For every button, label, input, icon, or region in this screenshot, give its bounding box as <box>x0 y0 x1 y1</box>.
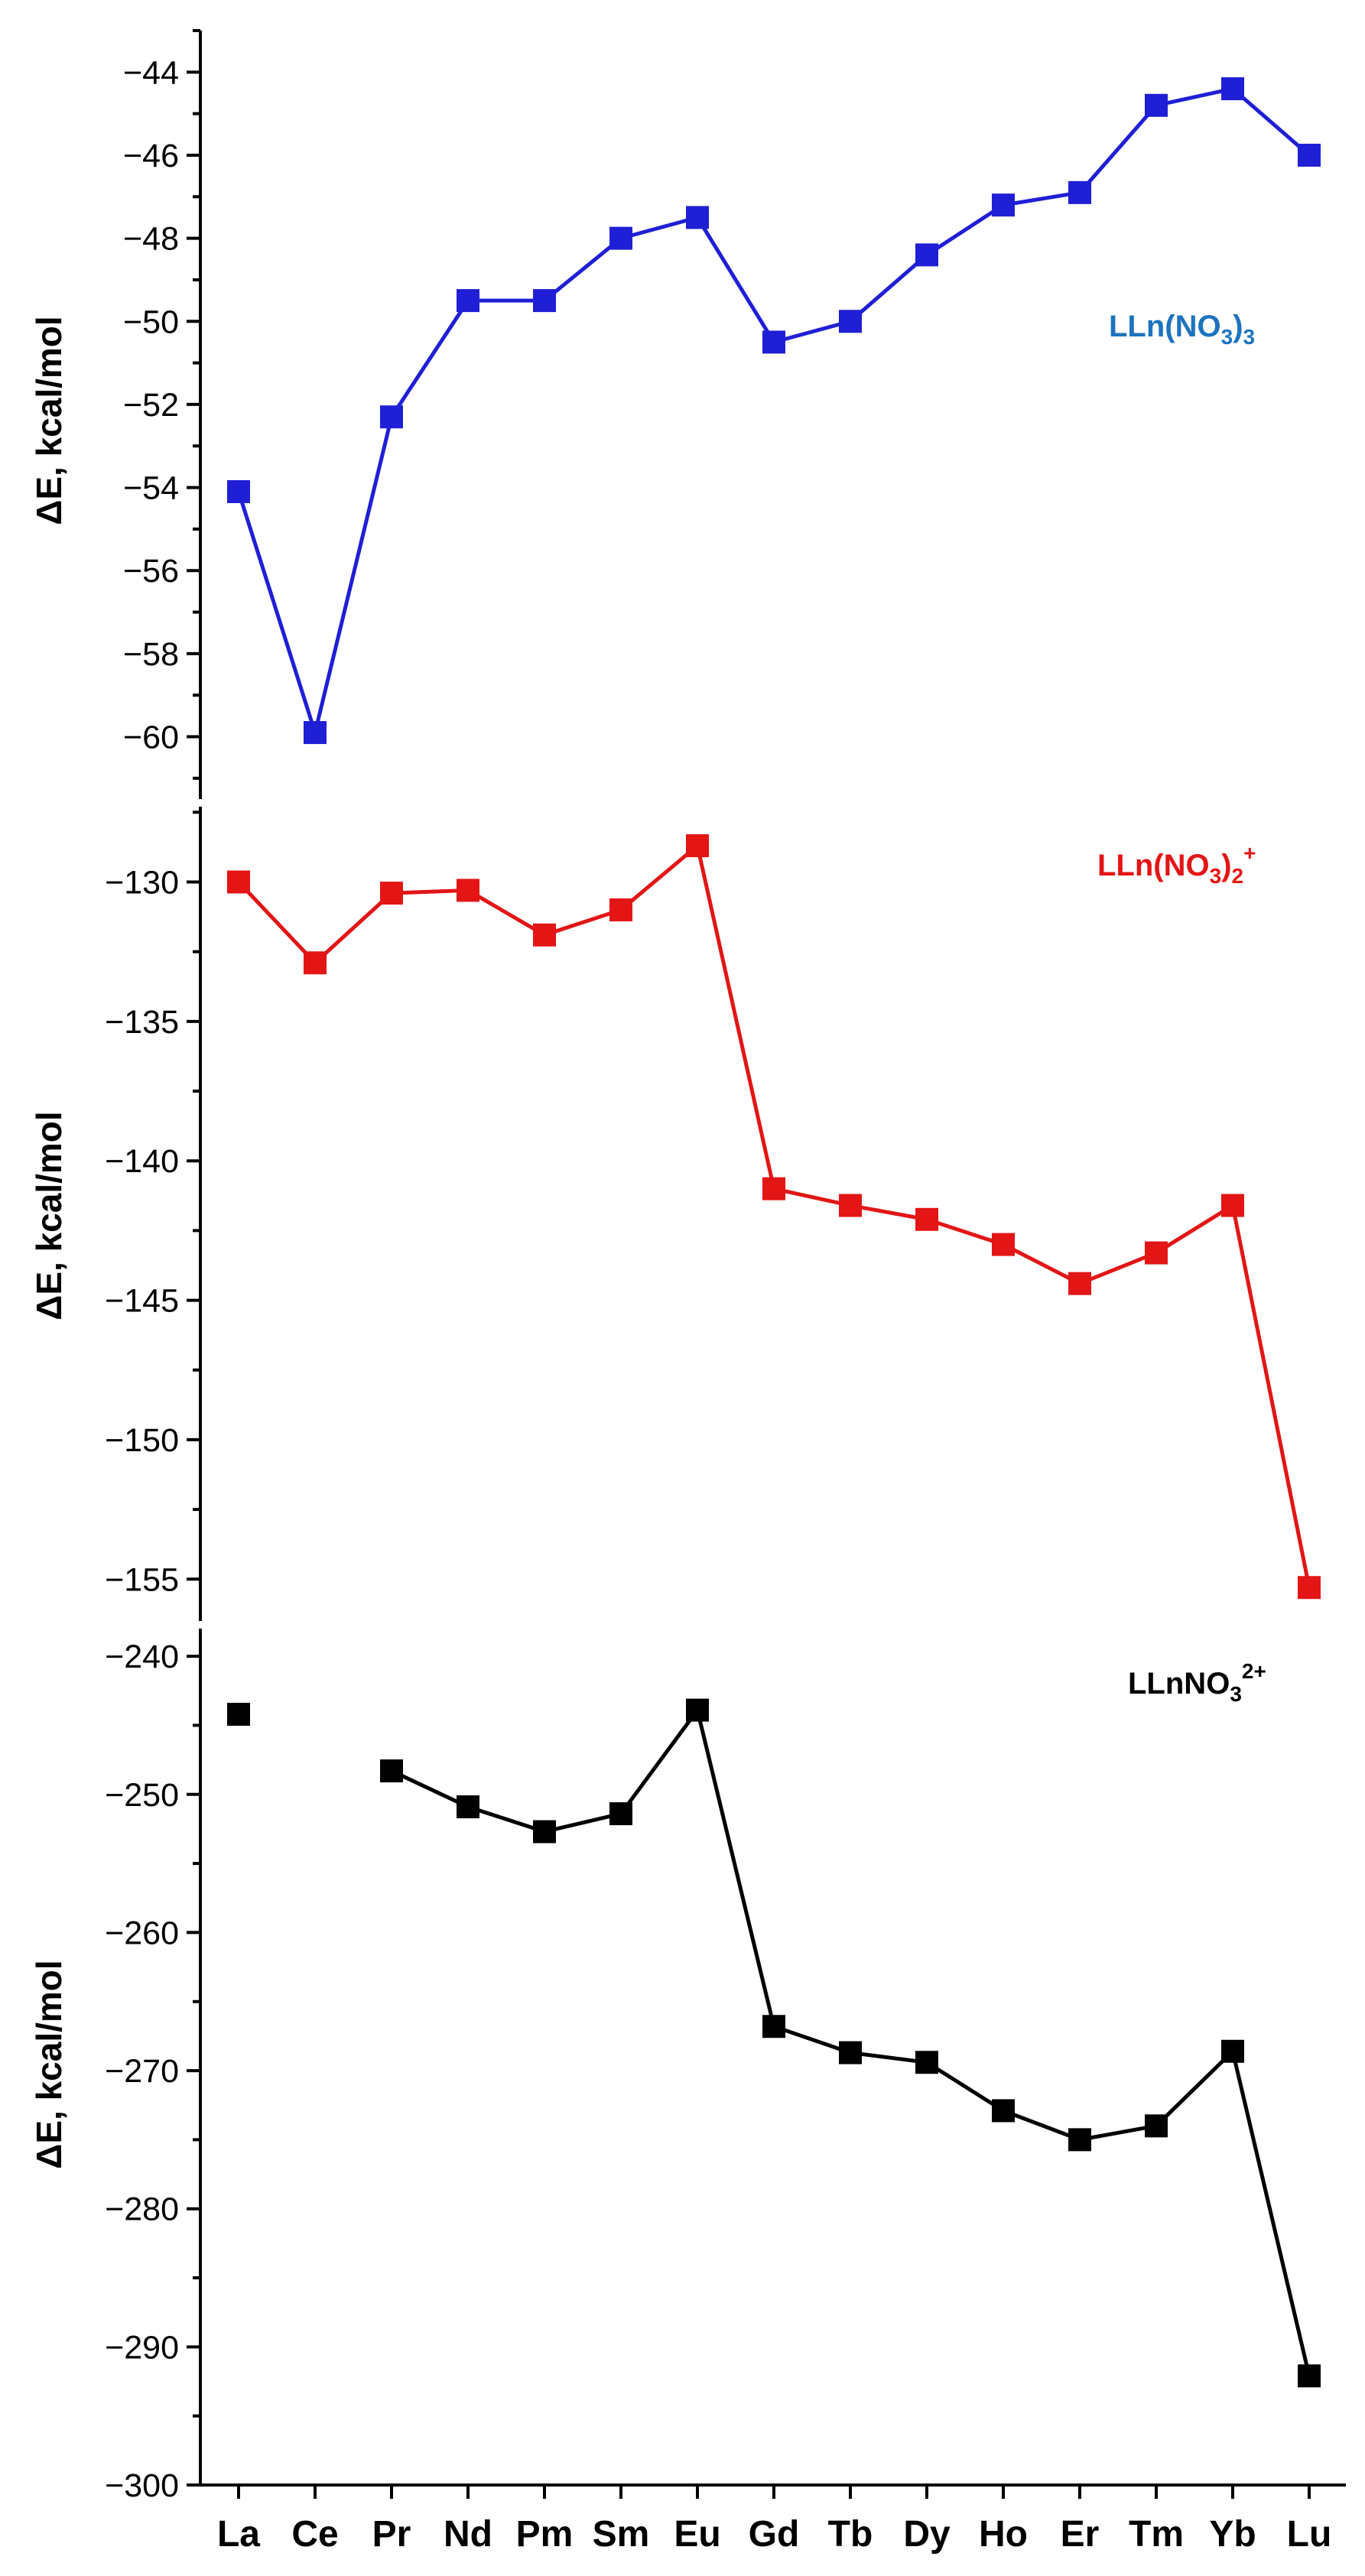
x-tick-label-pm: Pm <box>516 2514 574 2555</box>
data-point-eu <box>686 1698 709 1722</box>
data-point-pm <box>533 289 556 313</box>
data-point-la <box>227 480 250 503</box>
x-tick-label-tm: Tm <box>1129 2514 1184 2555</box>
data-point-gd <box>762 330 785 354</box>
data-point-tm <box>1145 2114 1168 2138</box>
y-axis-label: ΔE, kcal/mol <box>29 1960 69 2168</box>
y-tick-label: −52 <box>123 387 179 424</box>
panel-1: −60 −58 −56 −54 −52 −50 −48 −46 −44 ΔE, kcal/mol L… <box>29 29 1321 799</box>
x-tick-label-er: Er <box>1061 2514 1100 2555</box>
data-point-sm <box>609 1802 632 1826</box>
y-tick-label: −280 <box>105 2191 179 2228</box>
x-tick-label-la: La <box>217 2514 260 2555</box>
y-tick-label: −300 <box>105 2467 179 2504</box>
series-label: LLn(NO3)2+ <box>1097 841 1256 888</box>
series-label: LLnNO32+ <box>1128 1659 1266 1706</box>
y-tick-label: −260 <box>105 1915 179 1951</box>
data-point-eu <box>686 834 709 858</box>
data-point-la <box>227 870 250 894</box>
y-tick-label: −290 <box>105 2329 179 2366</box>
y-tick-label: −50 <box>123 304 179 340</box>
x-tick-label-nd: Nd <box>444 2514 492 2555</box>
data-point-la <box>227 1703 250 1726</box>
data-point-lu <box>1298 143 1321 167</box>
data-point-er <box>1068 180 1091 204</box>
data-point-ce <box>304 951 327 975</box>
series-label: LLn(NO3)3 <box>1109 310 1255 349</box>
x-tick-label-tb: Tb <box>828 2514 873 2555</box>
data-point-pr <box>380 405 403 429</box>
data-point-tm <box>1145 1241 1168 1265</box>
data-point-dy <box>915 2051 938 2074</box>
y-tick-label: −150 <box>105 1422 179 1459</box>
x-tick-label-pr: Pr <box>372 2514 411 2555</box>
x-tick-label-sm: Sm <box>593 2514 650 2555</box>
data-point-sm <box>609 898 632 921</box>
data-point-nd <box>457 1795 479 1819</box>
data-point-dy <box>915 243 938 267</box>
data-point-gd <box>762 1177 785 1200</box>
x-tick-label-eu: Eu <box>674 2514 720 2555</box>
y-tick-label: −270 <box>105 2053 179 2090</box>
data-point-gd <box>762 2015 785 2038</box>
panel-3: −300 −290 −280 −270 −260 −250 −240 ΔE, kcal/mol… <box>29 1629 1321 2504</box>
data-point-ce <box>304 721 327 745</box>
data-point-er <box>1068 2128 1091 2152</box>
data-point-tb <box>839 2041 862 2064</box>
panel-2: −155 −150 −145 −140 −135 −130 ΔE, kcal/mol LLn(… <box>29 807 1321 1621</box>
y-tick-label: −250 <box>105 1777 179 1814</box>
data-point-pm <box>533 923 556 947</box>
data-point-yb <box>1221 77 1244 101</box>
x-tick-label-gd: Gd <box>749 2514 800 2555</box>
y-tick-label: −145 <box>105 1283 179 1320</box>
y-tick-label: −135 <box>105 1004 179 1041</box>
data-point-tm <box>1145 93 1168 117</box>
x-tick-label-yb: Yb <box>1209 2514 1256 2555</box>
data-point-ho <box>992 193 1015 217</box>
data-point-ho <box>992 1233 1015 1256</box>
data-point-pr <box>380 1759 403 1783</box>
data-point-nd <box>457 879 479 902</box>
data-point-nd <box>457 289 479 313</box>
data-point-yb <box>1221 2039 1244 2063</box>
data-point-sm <box>609 226 632 250</box>
data-point-lu <box>1298 2364 1321 2388</box>
data-point-dy <box>915 1207 938 1231</box>
y-axis-label: ΔE, kcal/mol <box>29 316 69 525</box>
y-tick-label: −54 <box>123 470 179 507</box>
y-tick-label: −155 <box>105 1561 179 1598</box>
data-point-pr <box>380 882 403 905</box>
y-tick-label: −48 <box>123 221 179 258</box>
series-line <box>237 842 1311 1588</box>
y-tick-label: −58 <box>123 636 179 673</box>
data-point-pm <box>533 1820 556 1843</box>
x-tick-label-dy: Dy <box>903 2514 951 2555</box>
y-tick-label: −130 <box>105 864 179 901</box>
x-tick-label-ho: Ho <box>979 2514 1028 2555</box>
y-tick-label: −60 <box>123 720 179 756</box>
y-axis-label: ΔE, kcal/mol <box>29 1111 69 1320</box>
y-tick-label: −56 <box>123 553 179 590</box>
y-tick-label: −46 <box>123 138 179 174</box>
data-point-ho <box>992 2099 1015 2123</box>
y-tick-label: −240 <box>105 1639 179 1675</box>
x-tick-label-lu: Lu <box>1287 2514 1332 2555</box>
data-point-er <box>1068 1272 1091 1295</box>
data-point-lu <box>1298 1576 1321 1600</box>
y-tick-label: −140 <box>105 1143 179 1180</box>
data-point-yb <box>1221 1194 1244 1217</box>
y-tick-label: −44 <box>123 54 179 91</box>
data-point-tb <box>839 1194 862 1217</box>
x-tick-label-ce: Ce <box>291 2514 338 2555</box>
data-point-tb <box>839 310 862 333</box>
data-point-eu <box>686 206 709 229</box>
